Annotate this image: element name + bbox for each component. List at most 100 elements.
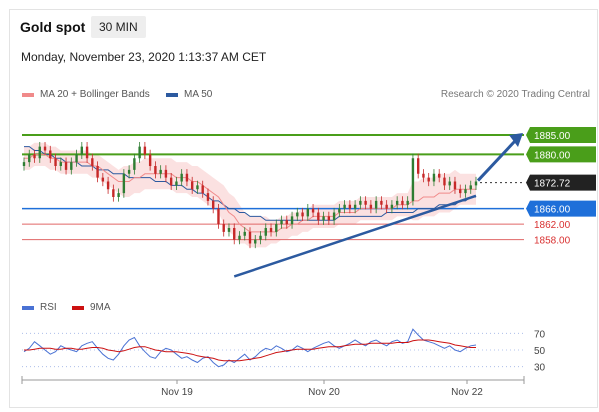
candle-body	[43, 146, 47, 151]
candle-body	[401, 200, 404, 205]
candle-body	[190, 181, 194, 190]
rsi-tick-label-2: 30	[534, 363, 546, 374]
candle-body	[106, 181, 110, 190]
candle-body	[112, 189, 115, 197]
candle-body	[248, 231, 252, 244]
candle-body	[196, 185, 199, 190]
candle-body	[91, 158, 94, 166]
candle-body	[175, 181, 178, 186]
candle-body	[448, 181, 451, 186]
ma9-swatch	[72, 305, 84, 310]
candle-body	[332, 212, 336, 221]
candle-body	[59, 162, 62, 166]
candle-body	[416, 158, 420, 174]
level-label-2: 1872.72	[534, 179, 571, 190]
candle-body	[264, 228, 267, 236]
candle-body	[117, 193, 120, 197]
x-tick-label-2: Nov 22	[451, 387, 483, 398]
candle-body	[159, 169, 162, 174]
forecast-arrow-head	[509, 133, 523, 147]
candle-body	[201, 185, 204, 194]
legend-rsi: RSI	[22, 302, 57, 313]
candle-body	[243, 231, 246, 236]
candle-body	[438, 173, 441, 178]
trendline	[233, 194, 477, 278]
legend-ma50: MA 50	[166, 89, 212, 100]
candle-body	[222, 224, 225, 232]
candle-body	[280, 220, 283, 225]
candle-body	[85, 146, 89, 159]
x-tick-label-0: Nov 19	[161, 387, 193, 398]
candle-body	[390, 204, 394, 209]
credit-text: Research © 2020 Trading Central	[440, 89, 590, 100]
candle-body	[259, 235, 262, 240]
candle-body	[395, 200, 399, 205]
candle-body	[374, 200, 378, 209]
candle-body	[432, 173, 436, 182]
candle-body	[127, 169, 131, 174]
candle-body	[411, 158, 415, 201]
candle-body	[406, 200, 409, 205]
candle-body	[143, 146, 147, 155]
candle-body	[185, 173, 189, 182]
candle-body	[322, 216, 325, 221]
rsi-ma-line	[24, 339, 476, 362]
candle-body	[296, 212, 299, 217]
timeframe-badge[interactable]: 30 MIN	[91, 16, 146, 38]
candle-body	[353, 204, 357, 209]
candle-body	[154, 166, 157, 174]
level-label-4: 1862.00	[534, 220, 571, 231]
instrument-title: Gold spot	[20, 19, 86, 35]
legend-9ma: 9MA	[72, 302, 111, 313]
candle-body	[217, 208, 220, 225]
candle-body	[369, 204, 373, 209]
legend-ma20: MA 20 + Bollinger Bands	[22, 89, 150, 100]
candle-body	[443, 177, 446, 186]
candle-body	[138, 146, 141, 159]
candle-body	[148, 154, 152, 166]
level-label-5: 1858.00	[534, 236, 571, 247]
candle-body	[64, 162, 68, 170]
candle-body	[28, 154, 31, 163]
rsi-tick-label-1: 50	[534, 346, 546, 357]
level-label-box-0	[526, 127, 596, 143]
x-tick-label-1: Nov 20	[308, 387, 340, 398]
candle-body	[327, 216, 331, 221]
candle-body	[206, 193, 210, 201]
candle-body	[359, 200, 362, 205]
rsi-swatch	[22, 305, 34, 310]
level-label-1: 1880.00	[534, 150, 571, 161]
level-label-0: 1885.00	[534, 131, 571, 142]
timestamp: Monday, November 23, 2020 1:13:37 AM CET	[21, 50, 267, 64]
legend-ma50-label: MA 50	[184, 89, 213, 100]
candle-body	[54, 158, 57, 166]
candle-body	[80, 146, 84, 155]
legend-9ma-label: 9MA	[90, 302, 111, 313]
candle-body	[469, 185, 472, 190]
candle-body	[380, 200, 383, 205]
candle-body	[474, 181, 478, 186]
level-label-box-2	[526, 174, 596, 191]
candle-body	[385, 204, 388, 209]
candle-body	[169, 177, 173, 186]
ma50-swatch	[166, 92, 178, 97]
candle-body	[343, 204, 346, 209]
candle-body	[133, 158, 136, 170]
candle-body	[164, 169, 168, 178]
candle-body	[459, 189, 462, 194]
candle-body	[75, 154, 78, 163]
candle-body	[338, 208, 341, 213]
forecast-arrow-shaft	[476, 139, 517, 182]
candle-body	[317, 212, 320, 221]
candle-body	[285, 220, 288, 225]
candle-body	[38, 146, 41, 159]
candle-body	[22, 162, 26, 166]
candle-body	[96, 166, 99, 178]
candle-body	[70, 162, 73, 170]
candle-body	[101, 177, 105, 182]
candle-body	[364, 200, 367, 205]
level-label-box-1	[526, 146, 596, 163]
candle-body	[212, 200, 215, 209]
candle-body	[122, 173, 126, 194]
